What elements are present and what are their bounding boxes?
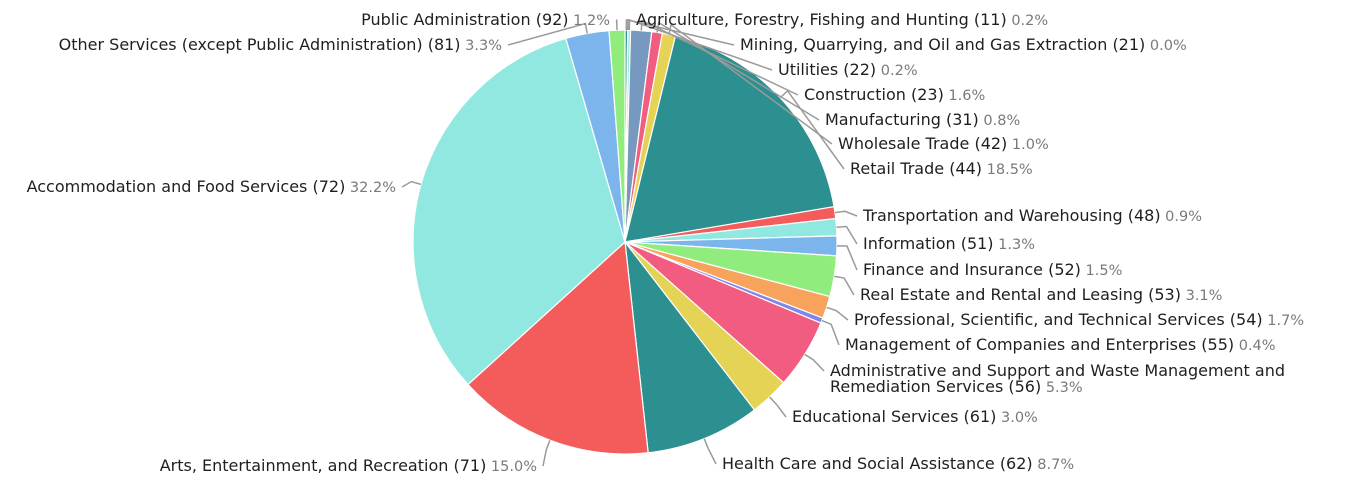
slice-label-name: Management of Companies and Enterprises …: [845, 335, 1234, 354]
leader-line: [656, 21, 820, 121]
slice-label: Health Care and Social Assistance (62) 8…: [722, 454, 1074, 473]
slice-label-percent: 0.2%: [876, 63, 917, 79]
slice-label: Manufacturing (31) 0.8%: [825, 110, 1020, 129]
slice-label: Agriculture, Forestry, Fishing and Hunti…: [636, 10, 1048, 29]
slice-label: Information (51) 1.3%: [863, 234, 1035, 253]
slice-label-percent: 15.0%: [486, 459, 537, 475]
slice-label-percent: 8.7%: [1033, 457, 1074, 473]
slice-label: Management of Companies and Enterprises …: [845, 335, 1276, 354]
leader-line: [826, 306, 849, 321]
slice-label-percent: 0.2%: [1007, 13, 1048, 29]
leader-line: [401, 180, 422, 188]
slice-label: Professional, Scientific, and Technical …: [854, 310, 1304, 329]
slice-label-name-line2: Remediation Services (56): [830, 377, 1041, 396]
slice-label-percent: 1.2%: [569, 13, 610, 29]
slice-label-percent: 1.7%: [1263, 313, 1304, 329]
slice-label-percent: 1.5%: [1081, 263, 1122, 279]
leader-line: [668, 23, 833, 145]
slice-label: Educational Services (61) 3.0%: [792, 407, 1038, 426]
slice-label-percent: 1.0%: [1007, 137, 1048, 153]
slice-label-name: Transportation and Warehousing (48): [862, 206, 1161, 225]
slice-label-percent: 3.1%: [1181, 288, 1222, 304]
pie-slice[interactable]: [608, 29, 626, 243]
slice-label-name: Manufacturing (31): [825, 110, 979, 129]
leader-line: [821, 319, 840, 346]
pie-slice[interactable]: [467, 240, 649, 455]
slice-label-name: Construction (23): [804, 85, 944, 104]
slice-labels: Agriculture, Forestry, Fishing and Hunti…: [27, 10, 1305, 475]
slice-label-name: Administrative and Support and Waste Man…: [830, 361, 1285, 380]
slice-label-percent: 5.3%: [1041, 380, 1082, 396]
leader-line: [804, 353, 825, 372]
leader-line: [703, 438, 717, 465]
leader-line: [640, 19, 799, 96]
slice-label-percent: 18.5%: [982, 162, 1033, 178]
slice-label-name: Professional, Scientific, and Technical …: [854, 310, 1263, 329]
slice-label-name: Other Services (except Public Administra…: [59, 35, 461, 54]
slice-label: Finance and Insurance (52) 1.5%: [863, 260, 1122, 279]
slice-label: Retail Trade (44) 18.5%: [850, 159, 1033, 178]
leader-line: [836, 245, 858, 271]
slice-label: Transportation and Warehousing (48) 0.9%: [862, 206, 1202, 225]
slice-label-name: Health Care and Social Assistance (62): [722, 454, 1033, 473]
slice-label: Wholesale Trade (42) 1.0%: [838, 134, 1049, 153]
leader-line: [779, 89, 845, 170]
slice-label-percent: 0.9%: [1161, 209, 1202, 225]
pie-slices: [412, 29, 838, 455]
slice-label-name: Utilities (22): [778, 60, 876, 79]
slice-label-name: Retail Trade (44): [850, 159, 982, 178]
slice-label: Mining, Quarrying, and Oil and Gas Extra…: [740, 35, 1187, 54]
leader-line: [834, 210, 858, 217]
pie-slice[interactable]: [412, 37, 626, 386]
slice-label-name: Finance and Insurance (52): [863, 260, 1081, 279]
slice-label-name: Mining, Quarrying, and Oil and Gas Extra…: [740, 35, 1145, 54]
leader-line: [507, 22, 588, 46]
slice-label-percent: 32.2%: [345, 180, 396, 196]
slice-label-name: Public Administration (92): [361, 10, 568, 29]
leader-line: [627, 19, 735, 46]
slice-label-percent: 0.0%: [1145, 38, 1186, 54]
slice-label: Administrative and Support and Waste Man…: [830, 361, 1285, 396]
slice-label-percent: 1.6%: [944, 88, 985, 104]
slice-label-percent: 3.0%: [996, 410, 1037, 426]
leader-line: [542, 439, 551, 467]
leader-lines: [401, 18, 858, 467]
slice-label-percent: 3.3%: [461, 38, 502, 54]
slice-label-name: Educational Services (61): [792, 407, 996, 426]
leader-line: [834, 275, 855, 296]
slice-label-name: Real Estate and Rental and Leasing (53): [860, 285, 1181, 304]
slice-label: Arts, Entertainment, and Recreation (71)…: [160, 456, 537, 475]
slice-label: Utilities (22) 0.2%: [778, 60, 918, 79]
slice-label-name: Wholesale Trade (42): [838, 134, 1007, 153]
leader-line: [615, 19, 618, 31]
slice-label-percent: 0.8%: [979, 113, 1020, 129]
leader-line: [769, 396, 787, 418]
slice-label: Public Administration (92) 1.2%: [361, 10, 610, 29]
slice-label: Real Estate and Rental and Leasing (53) …: [860, 285, 1222, 304]
slice-label: Construction (23) 1.6%: [804, 85, 985, 104]
slice-label-name: Arts, Entertainment, and Recreation (71): [160, 456, 487, 475]
slice-label-name: Information (51): [863, 234, 994, 253]
leader-line: [628, 18, 773, 71]
slice-label-percent: 1.3%: [994, 237, 1035, 253]
slice-label: Accommodation and Food Services (72) 32.…: [27, 177, 396, 196]
slice-label-name: Accommodation and Food Services (72): [27, 177, 346, 196]
leader-line: [836, 225, 858, 245]
slice-label: Other Services (except Public Administra…: [59, 35, 502, 54]
slice-label-name: Agriculture, Forestry, Fishing and Hunti…: [636, 10, 1007, 29]
slice-label-percent: 0.4%: [1234, 338, 1275, 354]
pie-slice[interactable]: [624, 35, 835, 243]
